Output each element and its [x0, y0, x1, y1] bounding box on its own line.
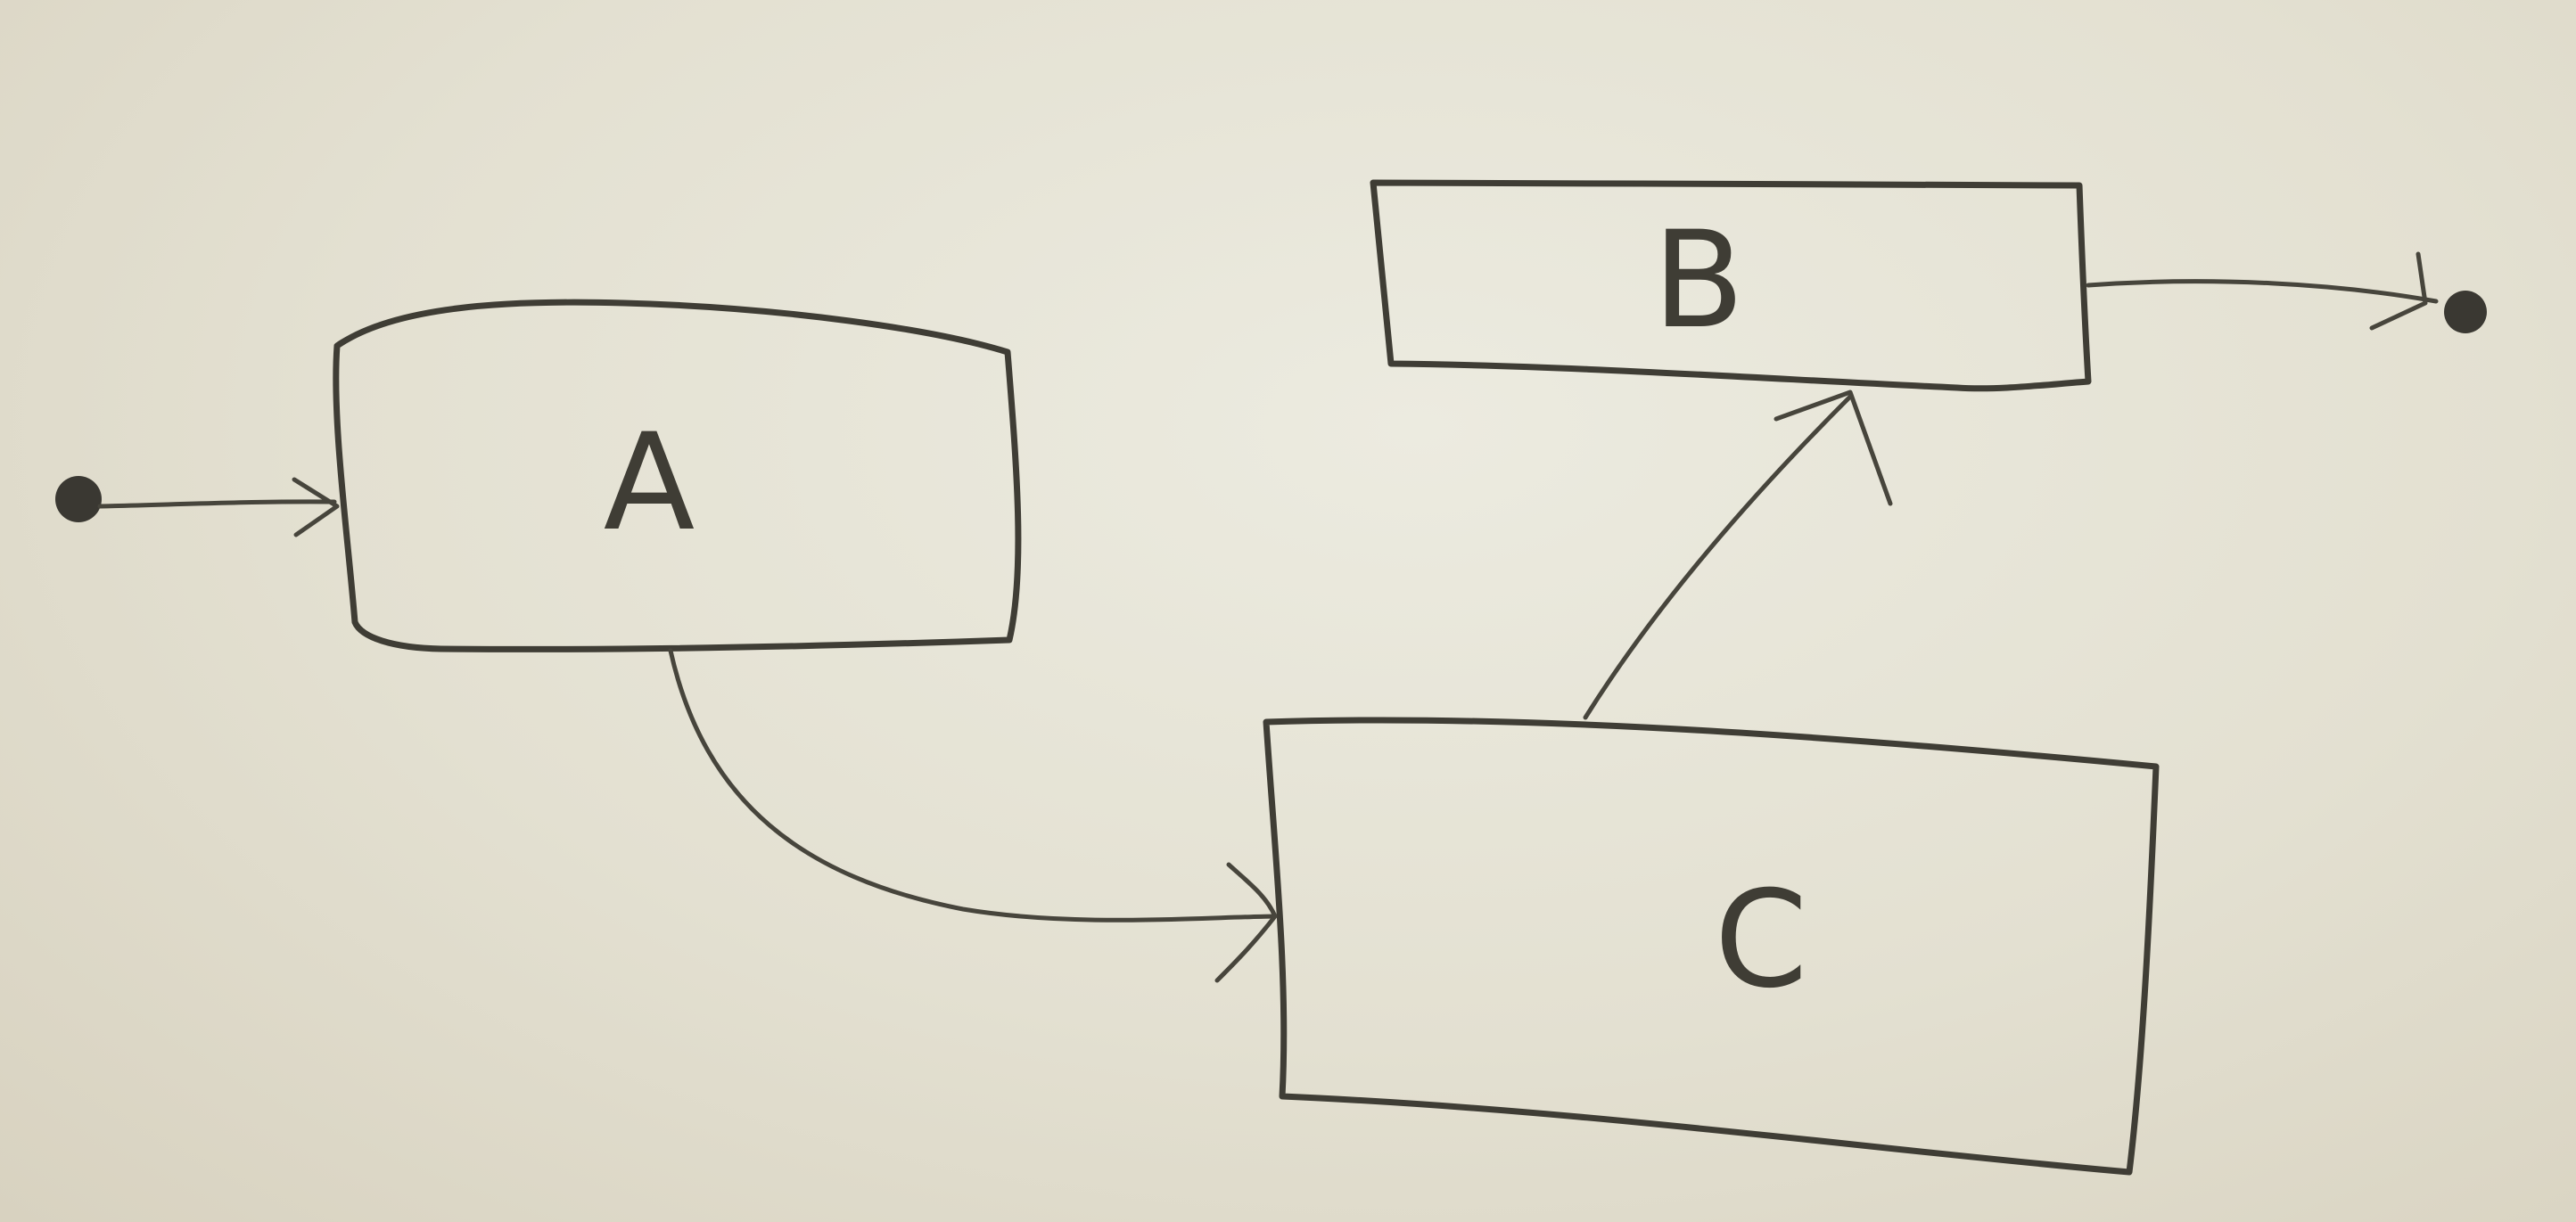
node-label-a: A — [604, 406, 695, 561]
node-box-c — [1263, 717, 2160, 1176]
edge-start-to-a — [97, 499, 337, 509]
edge-c-to-b — [1583, 394, 1853, 720]
edge-b-to-end — [2086, 279, 2439, 304]
arrowhead-a-to-c — [1214, 862, 1278, 983]
start-dot — [55, 476, 102, 522]
arrowhead-b-to-end — [2369, 251, 2428, 331]
node-box-b — [1370, 179, 2092, 392]
edge-a-to-c — [668, 648, 1276, 923]
arrowhead-start-to-a — [292, 477, 340, 537]
node-box-a — [333, 299, 1022, 652]
end-dot — [2444, 291, 2487, 333]
node-label-c: C — [1715, 863, 1808, 1018]
arrowhead-c-to-b — [1774, 390, 1893, 506]
node-label-b: B — [1653, 203, 1745, 358]
